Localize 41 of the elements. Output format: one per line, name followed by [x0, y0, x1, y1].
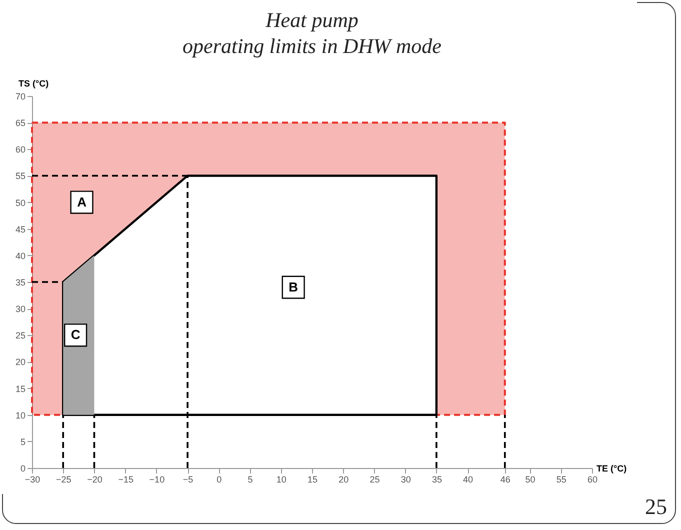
x-tick-label: 0: [216, 474, 222, 484]
x-tick-label: 46: [500, 474, 510, 484]
y-tick-label: 45: [15, 224, 26, 234]
y-tick-label: 20: [15, 357, 26, 368]
x-tick-label: 10: [276, 474, 286, 484]
x-tick-label: 40: [463, 474, 474, 484]
x-tick-label: 25: [370, 474, 380, 484]
chart-title: Heat pump operating limits in DHW mode: [182, 8, 442, 58]
y-tick-label: 65: [15, 118, 26, 128]
x-tick-label: −10: [149, 474, 165, 484]
y-tick-label: 5: [20, 436, 26, 447]
x-tick-label: −30: [24, 474, 40, 484]
x-tick-label: −15: [118, 474, 134, 484]
y-tick-label: 0: [20, 464, 26, 474]
text: 25: [645, 494, 667, 520]
x-tick-label: −5: [182, 474, 194, 484]
x-tick-label: −20: [87, 474, 102, 484]
y-tick-label: 10: [15, 410, 26, 420]
y-axis-title: TS (°C): [18, 78, 49, 88]
y-tick-label: 30: [15, 304, 26, 314]
annotation: B: [288, 279, 298, 294]
y-tick-label: 70: [15, 92, 26, 102]
x-tick-label: 20: [338, 474, 349, 484]
x-axis-title: TE (°C): [596, 464, 627, 474]
y-tick-label: 60: [15, 144, 26, 155]
y-tick-label: 50: [15, 198, 26, 208]
annotation: A: [77, 194, 88, 210]
x-tick-label: 55: [556, 474, 566, 484]
x-tick-label: 60: [587, 474, 598, 484]
x-tick-label: 30: [400, 474, 411, 484]
annotation: C: [70, 327, 81, 342]
y-tick-label: 15: [15, 384, 26, 394]
x-tick-label: 35: [432, 474, 442, 484]
x-tick-label: 50: [525, 474, 536, 484]
x-tick-label: 15: [307, 474, 318, 484]
y-tick-label: 40: [15, 250, 26, 261]
x-tick-label: 5: [248, 474, 253, 484]
y-tick-label: 55: [15, 171, 26, 182]
y-tick-label: 25: [15, 330, 26, 341]
x-tick-label: −25: [56, 474, 72, 484]
y-tick-label: 35: [15, 278, 26, 288]
